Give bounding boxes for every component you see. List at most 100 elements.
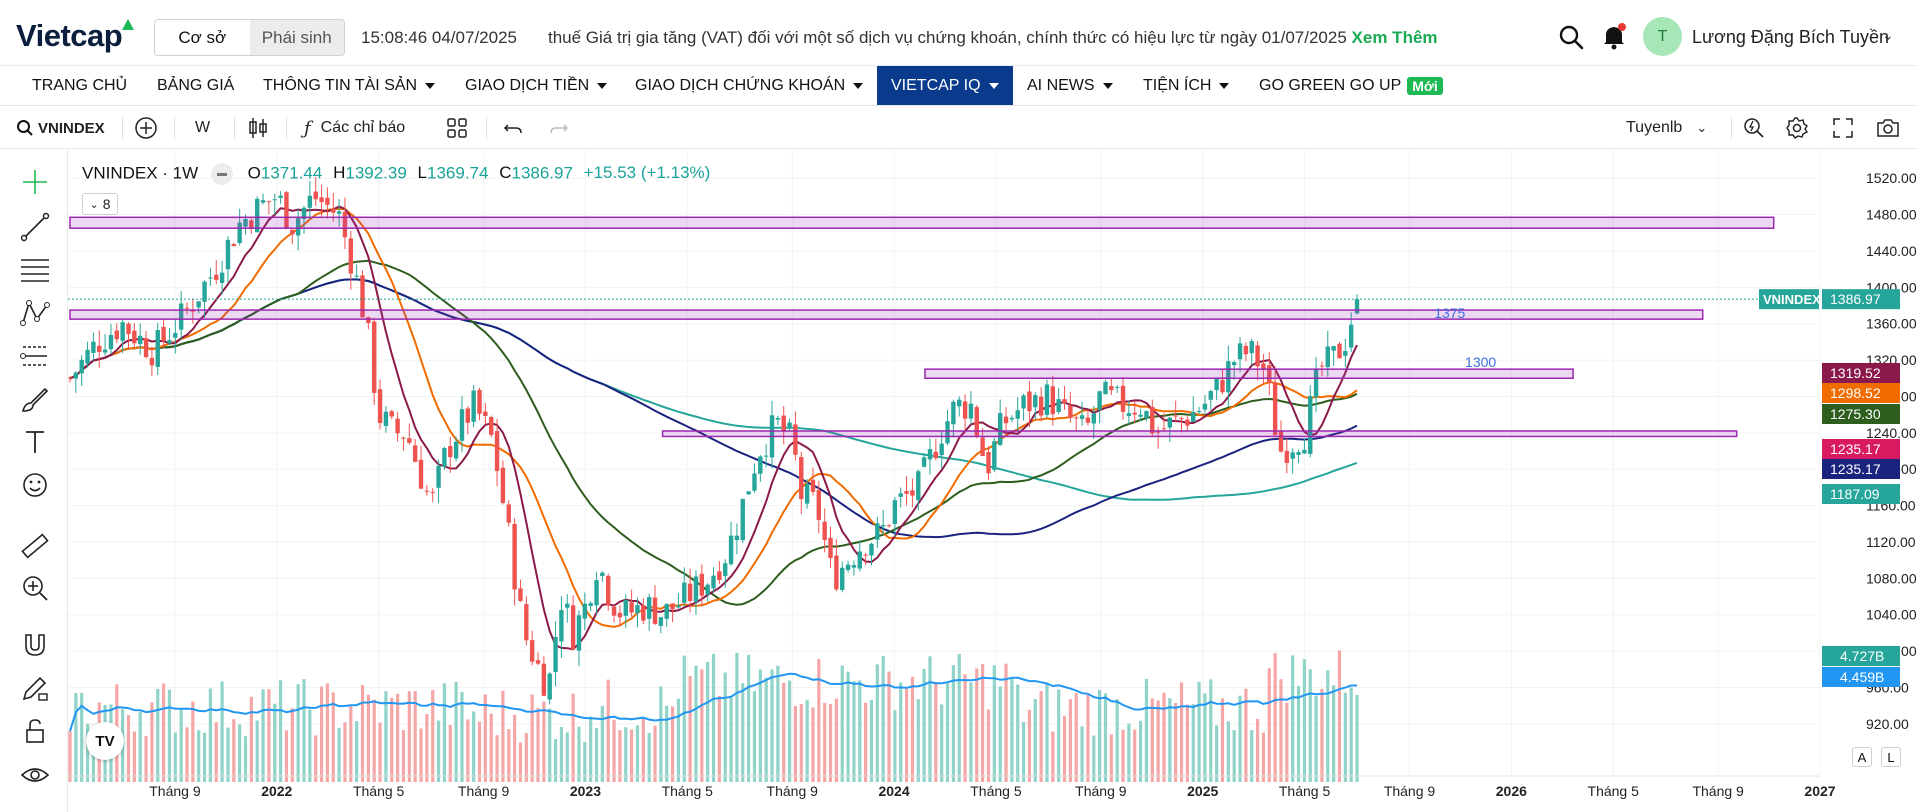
candle-body — [1103, 381, 1108, 395]
text-icon[interactable] — [19, 426, 51, 458]
legend-h-label: H — [333, 163, 346, 183]
search-icon[interactable] — [1558, 24, 1584, 50]
candle-body — [243, 219, 248, 227]
add-symbol-button[interactable] — [134, 107, 158, 149]
candle-body — [728, 535, 734, 565]
nav-trang-chu[interactable]: TRANG CHỦ — [32, 66, 127, 105]
nav-ai-news[interactable]: AI NEWS — [1027, 66, 1113, 105]
magnet-icon[interactable] — [19, 629, 51, 661]
candle-body — [342, 211, 348, 238]
symbol-search[interactable]: VNINDEX — [16, 107, 105, 149]
volume-bar — [489, 713, 493, 782]
candle-body — [231, 244, 237, 247]
candle-body — [1021, 395, 1026, 409]
nav-thong-tin-tai-san[interactable]: THÔNG TIN TÀI SẢN — [263, 66, 436, 105]
volume-bar — [85, 723, 90, 782]
layout-name-button[interactable]: Tuyenlb ⌄ — [1626, 107, 1707, 149]
settings-button[interactable] — [1785, 107, 1809, 149]
volume-bar — [548, 708, 552, 782]
volume-bar — [647, 732, 651, 782]
candle-body — [623, 599, 628, 616]
volume-bar — [1144, 678, 1149, 782]
candle-body — [383, 411, 389, 426]
market-tab-co-so[interactable]: Cơ sở — [155, 20, 250, 55]
log-scale-button[interactable]: L — [1881, 747, 1901, 767]
trend-line-icon[interactable] — [19, 211, 51, 243]
nav-vietcap-iq[interactable]: VIETCAP IQ — [877, 66, 1013, 105]
candle-body — [1214, 377, 1219, 391]
nav-tien-ich[interactable]: TIỆN ÍCH — [1143, 66, 1230, 105]
brush-icon[interactable] — [19, 383, 51, 415]
volume-bar — [723, 672, 727, 782]
volume-bar — [255, 720, 259, 782]
candle-body — [892, 500, 898, 525]
legend-indicator-icon[interactable] — [210, 163, 233, 185]
candle-body — [412, 445, 418, 462]
candle-body — [1150, 406, 1155, 434]
nav-go-green-go-up[interactable]: GO GREEN GO UP Mới — [1259, 66, 1443, 105]
interval-button[interactable]: W — [195, 119, 211, 136]
quick-search-button[interactable] — [1742, 107, 1766, 149]
gear-icon — [1786, 117, 1809, 139]
candle-body — [699, 573, 705, 596]
fib-retracement-icon[interactable] — [19, 254, 51, 286]
redo-button[interactable] — [548, 107, 570, 149]
volume-bar — [126, 715, 131, 782]
ruler-icon[interactable] — [19, 530, 51, 562]
legend-c-label: C — [499, 163, 512, 183]
volume-bar — [1226, 721, 1230, 782]
candle-body — [997, 413, 1003, 445]
candle-body — [535, 660, 541, 664]
bell-icon[interactable] — [1600, 22, 1628, 50]
candle-body — [407, 438, 412, 443]
candle-body — [816, 490, 822, 520]
chart-type-button[interactable] — [247, 107, 269, 149]
crosshair-icon[interactable] — [19, 166, 51, 198]
indicators-button[interactable]: ƒ Các chỉ báo — [304, 107, 405, 149]
candle-body — [1044, 384, 1050, 415]
undo-button[interactable] — [502, 107, 524, 149]
volume-bar — [916, 699, 920, 782]
candle-body — [1343, 351, 1348, 356]
auto-scale-button[interactable]: A — [1852, 747, 1872, 767]
tradingview-logo-icon[interactable]: TV — [86, 722, 124, 760]
zoom-in-icon[interactable] — [19, 572, 51, 604]
candle-body — [810, 479, 816, 492]
avatar[interactable]: T — [1643, 17, 1682, 56]
layouts-button[interactable] — [446, 107, 468, 149]
nav-giao-dich-chung-khoan[interactable]: GIAO DỊCH CHỨNG KHOÁN — [635, 66, 864, 105]
screenshot-button[interactable] — [1876, 107, 1900, 149]
volume-bar — [910, 676, 915, 782]
market-tab-phai-sinh[interactable]: Phái sinh — [249, 20, 344, 55]
fullscreen-button[interactable] — [1832, 107, 1854, 149]
nav-giao-dich-tien[interactable]: GIAO DỊCH TIỀN — [465, 66, 608, 105]
eye-icon[interactable] — [19, 759, 51, 791]
projection-icon[interactable] — [19, 340, 51, 372]
volume-bar — [249, 696, 253, 782]
volume-bar — [928, 656, 932, 782]
lock-icon[interactable] — [19, 715, 51, 747]
user-name[interactable]: Lương Đặng Bích Tuyền — [1692, 27, 1889, 47]
news-more-link[interactable]: Xem Thêm — [1351, 28, 1438, 47]
candle-body — [249, 220, 254, 229]
volume-bar — [553, 739, 558, 782]
pencil-lock-icon[interactable] — [19, 672, 51, 704]
chevron-down-icon[interactable]: ⌄ — [1882, 27, 1894, 43]
legend-c-value: 1386.97 — [511, 163, 573, 183]
last-price-symbol-tag — [1759, 289, 1819, 310]
emoji-icon[interactable] — [19, 469, 51, 501]
candle-body — [325, 197, 330, 205]
candle-body — [646, 597, 652, 619]
legend-collapse-button[interactable]: ⌄ 8 — [82, 193, 118, 215]
candle-body — [1249, 341, 1254, 354]
volume-bar — [752, 691, 757, 782]
volume-bar — [1197, 681, 1201, 782]
chart-area[interactable]: 1375 1300 1520.00 1480.00 1440.00 1400.00 136… — [68, 150, 1917, 812]
vietcap-logo[interactable]: Vietcap — [16, 18, 123, 53]
volume-bar — [700, 669, 704, 782]
candle-body — [553, 636, 558, 673]
volume-bar — [670, 706, 675, 782]
pattern-icon[interactable] — [19, 297, 51, 329]
nav-bang-gia[interactable]: BẢNG GIÁ — [157, 66, 234, 105]
